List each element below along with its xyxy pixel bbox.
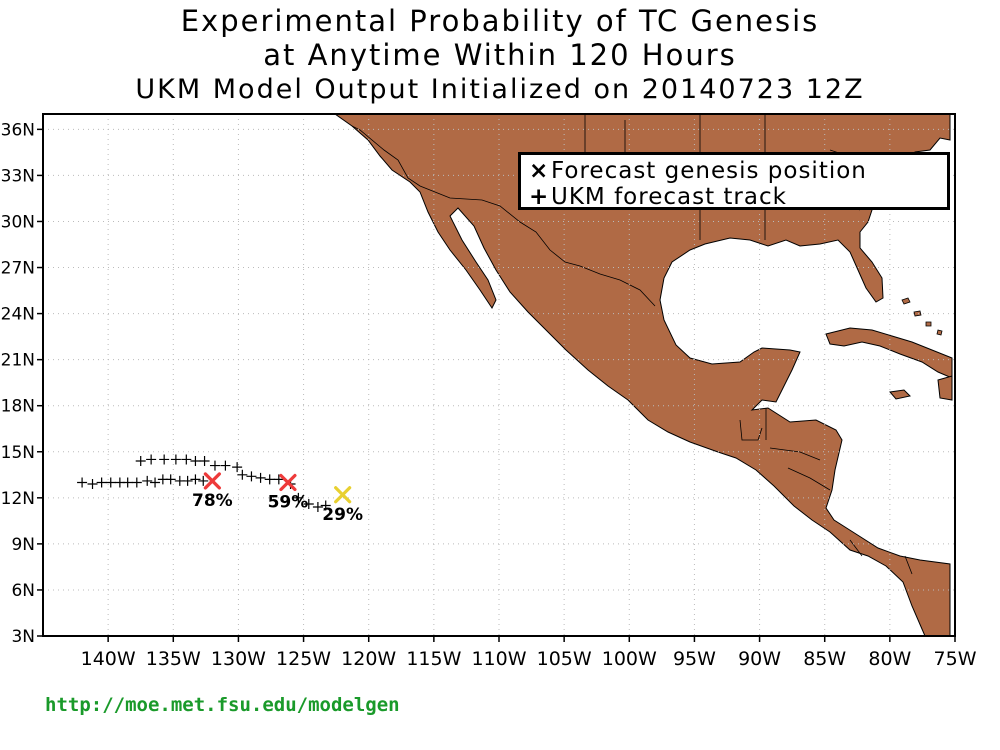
track-point <box>135 455 146 466</box>
genesis-probability-label: 59% <box>268 492 309 512</box>
track-point <box>96 477 107 488</box>
track-point <box>105 477 116 488</box>
y-tick-label: 36N <box>1 120 35 140</box>
land-bahamas <box>901 297 943 336</box>
x-tick-label: 105W <box>537 648 592 670</box>
axis-ticks: 140W 135W 130W 125W 120W 115W 110W 105W 100W 95W 9… <box>1 120 977 670</box>
legend-track-entry: +UKM forecast track <box>529 184 787 210</box>
x-tick-label: 125W <box>276 648 331 670</box>
track-point <box>159 454 170 465</box>
y-tick-label: 6N <box>11 581 35 601</box>
land-hispaniola <box>937 375 953 401</box>
title-line-1: Experimental Probability of TC Genesis <box>180 4 820 38</box>
x-tick-label: 100W <box>602 648 657 670</box>
x-tick-label: 130W <box>211 648 266 670</box>
genesis-markers: 78% 59% 29% <box>192 472 363 525</box>
track-point <box>264 474 275 485</box>
track-point <box>199 455 210 466</box>
track-point <box>182 475 193 486</box>
x-tick-label: 95W <box>673 648 716 670</box>
y-tick-label: 3N <box>11 627 35 647</box>
forecast-tracks <box>77 454 331 513</box>
genesis-marker <box>279 473 297 492</box>
y-tick-label: 9N <box>11 535 35 555</box>
y-tick-label: 30N <box>1 212 35 232</box>
land-north-america <box>334 114 951 636</box>
land-cuba <box>825 327 953 379</box>
genesis-cross-icon: × <box>529 158 550 184</box>
track-point <box>293 492 304 503</box>
track-point <box>303 498 314 509</box>
genesis-probability-label: 29% <box>322 505 363 525</box>
track-point <box>232 462 243 473</box>
track-point <box>246 471 257 482</box>
land-jamaica <box>889 389 912 400</box>
x-tick-label: 90W <box>738 648 781 670</box>
y-tick-label: 21N <box>1 351 35 371</box>
track-point <box>170 454 181 465</box>
track-point <box>165 474 176 485</box>
track-point <box>77 477 88 488</box>
y-tick-label: 33N <box>1 166 35 186</box>
genesis-probability-label: 78% <box>192 491 233 511</box>
track-point <box>220 460 231 471</box>
track-point <box>255 472 266 483</box>
source-url[interactable]: http://moe.met.fsu.edu/modelgen <box>45 694 400 716</box>
x-tick-label: 110W <box>471 648 526 670</box>
y-tick-label: 12N <box>1 489 35 509</box>
track-plus-icon: + <box>529 184 550 210</box>
track-point <box>146 454 157 465</box>
track-point <box>198 475 209 486</box>
genesis-marker <box>334 486 352 504</box>
track-point <box>190 474 201 485</box>
legend: ×Forecast genesis position +UKM forecast… <box>518 152 950 210</box>
track-point <box>209 460 220 471</box>
track-point <box>142 475 153 486</box>
track-point <box>181 454 192 465</box>
x-tick-label: 80W <box>868 648 911 670</box>
title-line-2: at Anytime Within 120 Hours <box>263 38 737 72</box>
track-point <box>150 477 161 488</box>
track-point <box>190 455 201 466</box>
track-point <box>87 479 98 490</box>
track-point <box>122 477 133 488</box>
y-tick-label: 18N <box>1 397 35 417</box>
x-tick-label: 135W <box>146 648 201 670</box>
track-point <box>131 477 142 488</box>
track-point <box>312 502 323 513</box>
x-tick-label: 140W <box>81 648 136 670</box>
genesis-marker <box>203 472 221 490</box>
track-point <box>273 474 284 485</box>
x-tick-label: 115W <box>406 648 461 670</box>
y-tick-label: 15N <box>1 443 35 463</box>
title-line-3: UKM Model Output Initialized on 20140723… <box>135 74 865 105</box>
legend-track-label: UKM forecast track <box>551 184 787 210</box>
y-tick-label: 24N <box>1 305 35 325</box>
legend-genesis-label: Forecast genesis position <box>551 158 867 184</box>
x-tick-label: 120W <box>341 648 396 670</box>
track-point <box>237 469 248 480</box>
legend-genesis-entry: ×Forecast genesis position <box>529 158 867 184</box>
x-tick-label: 85W <box>803 648 846 670</box>
y-tick-label: 27N <box>1 259 35 279</box>
track-point <box>320 500 331 511</box>
x-tick-label: 75W <box>934 648 977 670</box>
